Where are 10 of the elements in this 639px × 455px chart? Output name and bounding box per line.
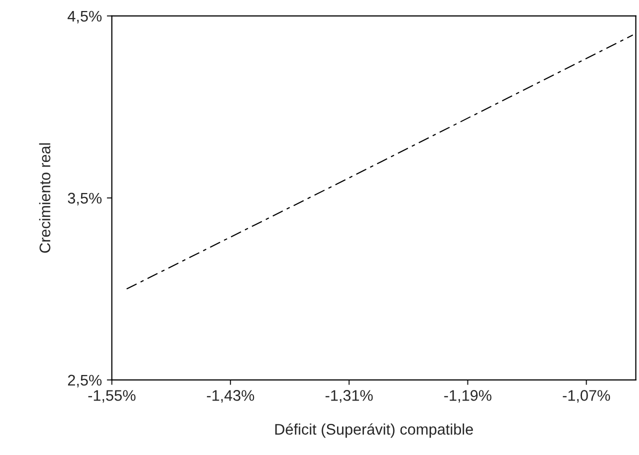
y-tick-label: 3,5% xyxy=(68,192,102,206)
x-tick-label: -1,43% xyxy=(206,390,254,403)
x-tick-label: -1,07% xyxy=(562,390,610,403)
x-tick-label: -1,55% xyxy=(88,390,136,403)
y-axis-title: Crecimiento real xyxy=(39,143,50,253)
x-tick-label: -1,31% xyxy=(326,390,373,403)
x-tick-label: -1,19% xyxy=(444,390,492,403)
y-tick-label: 2,5% xyxy=(68,374,102,388)
y-tick-label: 4,5% xyxy=(68,10,102,24)
x-axis-title: Déficit (Superávit) compatible xyxy=(275,423,473,438)
